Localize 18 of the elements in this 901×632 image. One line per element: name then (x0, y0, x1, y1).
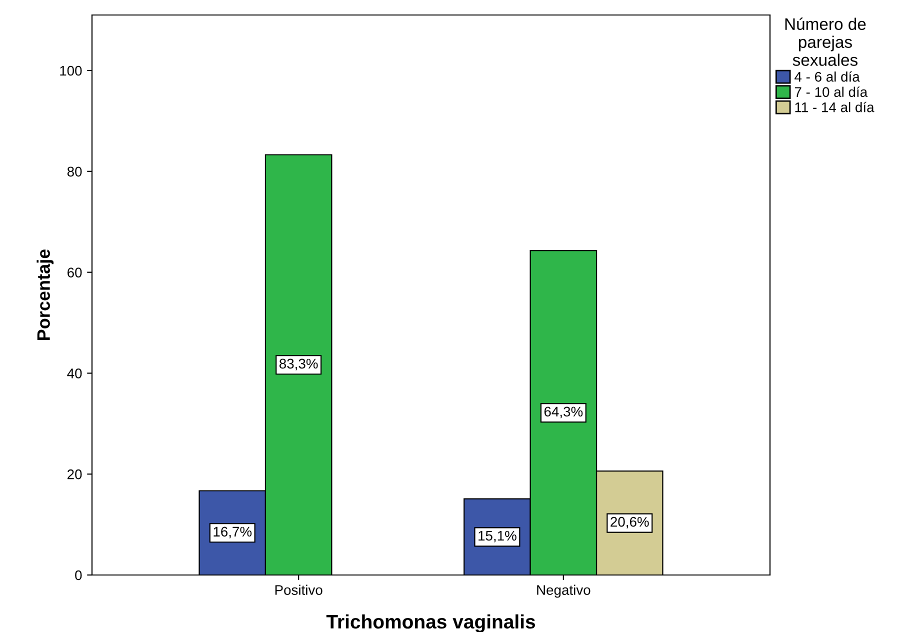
data-label: 15,1% (478, 530, 516, 542)
y-tick-label: 80 (67, 166, 82, 177)
y-axis-title: Porcentaje (36, 249, 54, 340)
data-label: 20,6% (610, 516, 649, 528)
legend-title: Número de parejas sexuales (785, 18, 866, 66)
y-tick-label: 20 (68, 469, 82, 480)
x-tick-label: Positivo (275, 584, 322, 595)
y-tick-label: 60 (68, 268, 82, 278)
legend-label: 11 - 14 al día (795, 102, 874, 112)
data-label: 83,3% (279, 358, 318, 370)
data-label: 16,7% (214, 526, 252, 538)
data-label: 64,3% (544, 406, 583, 418)
x-tick-label: Negativo (537, 584, 590, 598)
y-tick-label: 40 (67, 368, 82, 378)
y-tick-label: 0 (75, 570, 82, 580)
legend-label: 7 - 10 al día (794, 86, 868, 97)
y-tick-label: 100 (60, 66, 82, 76)
legend-label: 4 - 6 al día (794, 71, 860, 82)
